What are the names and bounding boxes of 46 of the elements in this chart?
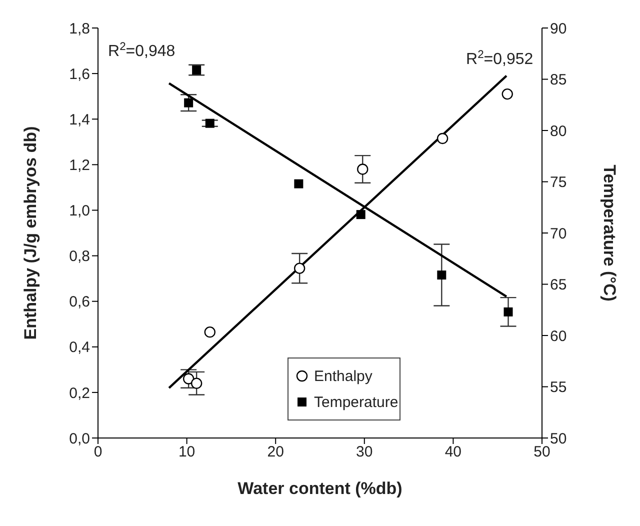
- annotation: R$^{2}$=0,948: [108, 41, 176, 60]
- y-tick-label: 1,4: [69, 111, 90, 128]
- point: [502, 88, 513, 100]
- x-tick-label: 0: [94, 444, 102, 461]
- x-tick-label: 40: [444, 444, 462, 461]
- point: [182, 373, 194, 384]
- y2-tick-label: 75: [550, 174, 567, 192]
- annotation: R$^{2}$=0,952: [466, 49, 534, 68]
- y2-tick-label: 90: [550, 20, 567, 38]
- point: [192, 66, 202, 75]
- y2-tick-label: 85: [550, 72, 567, 89]
- y2-tick-label: 70: [550, 225, 567, 242]
- x-tick-label: 20: [267, 444, 284, 461]
- y-tick-label: 0,2: [69, 384, 90, 402]
- x-axis-title: Water content (%db): [238, 479, 402, 498]
- point: [356, 210, 366, 220]
- y-tick-label: 0,4: [69, 339, 90, 356]
- y-tick-label: 1,2: [69, 156, 90, 174]
- y-tick-label: 1,6: [69, 66, 90, 83]
- x-tick-label: 30: [356, 444, 373, 461]
- point: [294, 179, 304, 188]
- point: [205, 118, 214, 128]
- point: [504, 307, 513, 316]
- point: [190, 378, 202, 389]
- legend-label: Enthalpy: [314, 368, 373, 385]
- point: [184, 98, 194, 108]
- y-axis-title: Enthalpy (J/g embryos db): [21, 126, 40, 340]
- y2-tick-label: 65: [550, 276, 567, 294]
- y-tick-label: 1,8: [69, 20, 90, 38]
- y2-axis-title: Temperature (°C): [600, 164, 619, 302]
- y-tick-label: 0,8: [69, 248, 90, 266]
- x-tick-label: 10: [178, 444, 196, 461]
- point: [204, 326, 216, 338]
- y2-tick-label: 50: [550, 430, 567, 448]
- legend-label: Temperature: [314, 394, 398, 411]
- point: [357, 164, 368, 175]
- y2-tick-label: 60: [550, 328, 567, 345]
- y-tick-label: 0,0: [69, 430, 90, 448]
- point: [436, 132, 448, 144]
- x-tick-label: 50: [534, 444, 550, 461]
- y2-tick-label: 55: [550, 379, 567, 396]
- y-tick-label: 0,6: [69, 294, 90, 311]
- y-tick-label: 1,0: [69, 202, 90, 220]
- y2-tick-label: 80: [550, 122, 567, 140]
- point: [294, 262, 306, 274]
- point: [437, 270, 446, 280]
